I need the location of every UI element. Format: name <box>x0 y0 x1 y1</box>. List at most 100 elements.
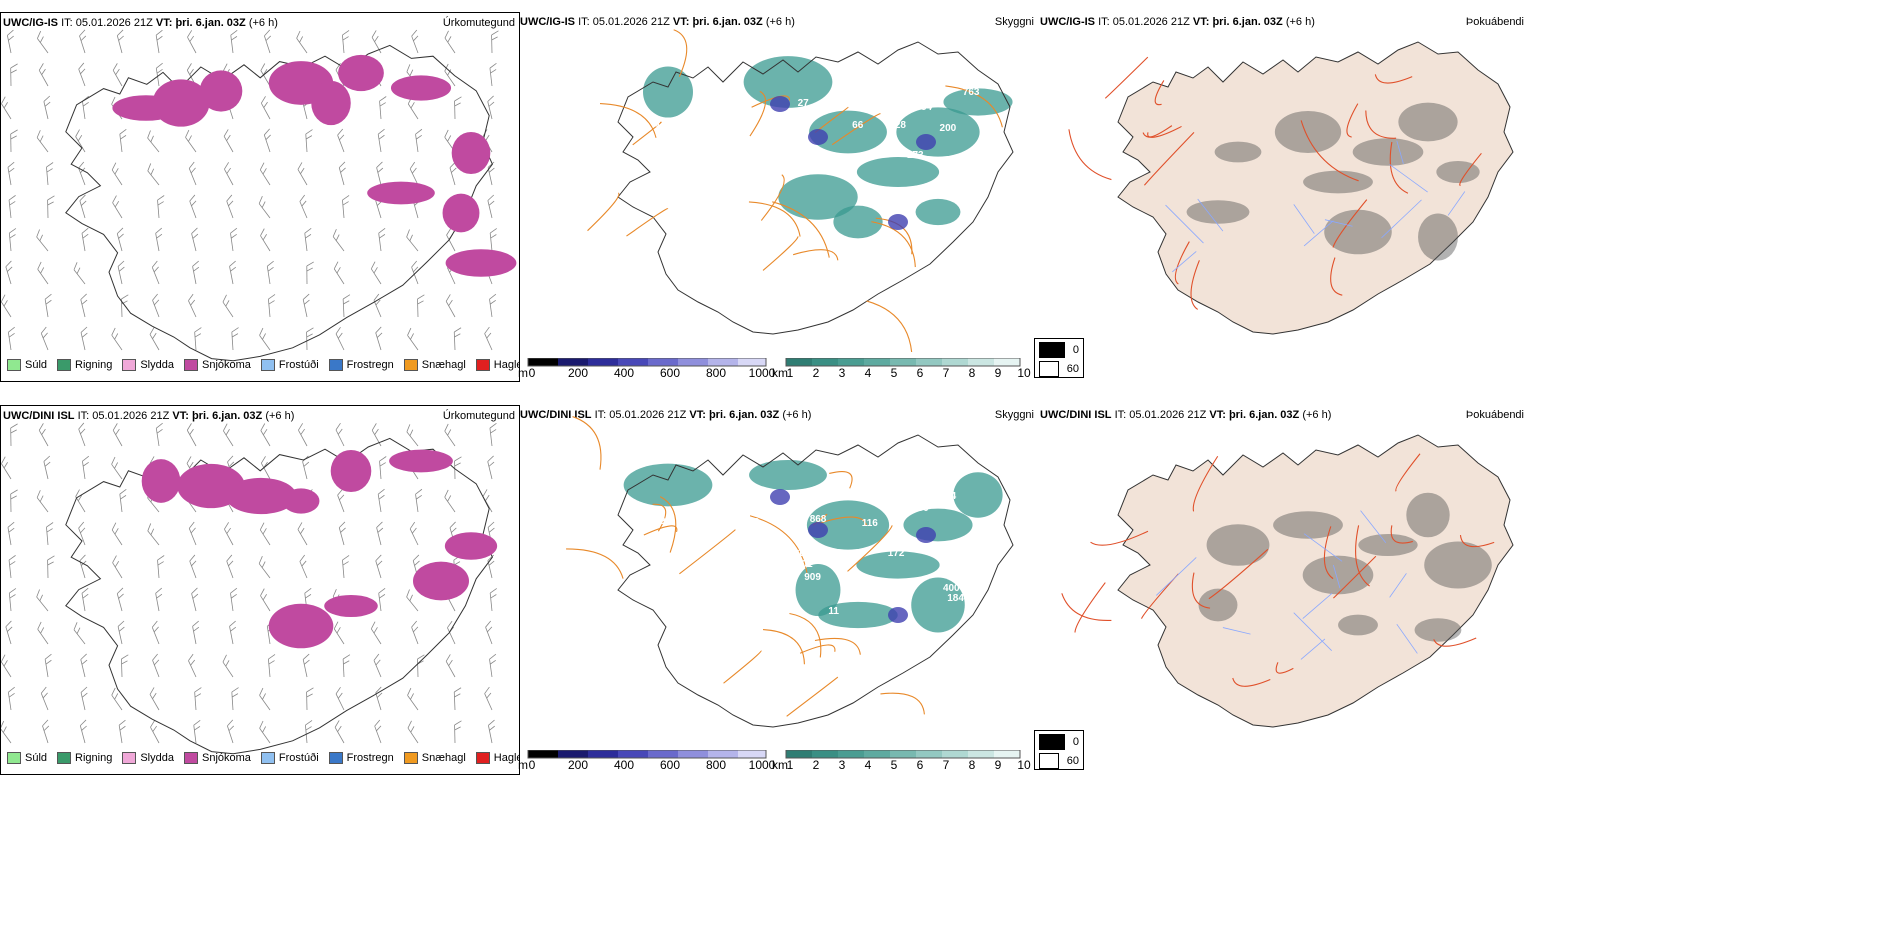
row1-precip-title: UWC/IG-IS IT: 05.01.2026 21Z VT: þri. 6.… <box>3 17 278 29</box>
scale-tick-label: 6 <box>916 366 924 380</box>
scale-tick-label: 600 <box>659 366 681 380</box>
legend-swatch <box>475 359 490 371</box>
legend-label: Snæhagl <box>421 752 466 764</box>
cloud-base-value: 241 <box>874 84 891 96</box>
row2-visibility-scale: km 1 2 3 4 5 6 7 8 9 10 <box>772 748 1034 772</box>
row2-fog-legend: 0 60 <box>1034 730 1084 770</box>
scale-tick-label: 6 <box>916 758 924 772</box>
legend-swatch <box>183 752 198 764</box>
row2-cloud-label: Skyggni <box>994 409 1034 421</box>
legend-swatch <box>7 752 21 764</box>
scale-tick-label: 2 <box>812 366 820 380</box>
cloud-base-value: 796 <box>744 532 761 543</box>
scale-tick-label: 800 <box>705 758 727 772</box>
cloud-base-value: 200 <box>939 123 957 135</box>
scale-tick-label: 400 <box>613 366 635 380</box>
row2-cloud-title: UWC/DINI ISL IT: 05.01.2026 21Z VT: þri.… <box>520 409 812 421</box>
legend-label: Haglél <box>493 752 519 764</box>
legend-label: Súld <box>25 752 48 764</box>
scale-tick-label: 1 <box>786 758 794 772</box>
row1-precip-label: Úrkomutegund <box>442 17 515 29</box>
scale-tick-label: 200 <box>567 366 589 380</box>
cloud-base-value: 66 <box>852 119 864 131</box>
cloud-base-value: 383 <box>889 542 906 554</box>
legend-swatch <box>328 752 343 764</box>
row2-fog-title: UWC/DINI ISL IT: 05.01.2026 21Z VT: þri.… <box>1040 409 1332 421</box>
legend-label: Haglél <box>493 359 519 371</box>
scale-tick-label: 0 <box>528 366 536 380</box>
precip-legend-item: Frostregn <box>328 752 394 764</box>
cloud-base-value: 201 <box>795 558 813 570</box>
legend-swatch <box>328 359 343 371</box>
precip-legend-item: Frostúði <box>260 359 319 371</box>
row1-fog-legend: 0 60 <box>1034 338 1084 378</box>
cloud-base-value: 84 <box>920 101 932 113</box>
row1-cloud-title: UWC/IG-IS IT: 05.01.2026 21Z VT: þri. 6.… <box>520 16 795 28</box>
cloud-base-value: 199 <box>809 555 826 567</box>
legend-label: Frostúði <box>278 359 319 371</box>
scale-tick-label: 7 <box>942 758 950 772</box>
cloud-base-value: 18 <box>797 548 809 560</box>
scale-tick-label: 400 <box>613 758 635 772</box>
legend-swatch <box>57 752 72 764</box>
legend-label: Slydda <box>140 359 174 371</box>
row2-cloudbase-scale: m 0 200 400 600 800 1000 <box>518 748 775 772</box>
precip-legend-item: Haglél <box>475 359 519 371</box>
legend-label: Rigning <box>75 359 113 371</box>
legend-swatch <box>260 752 275 764</box>
scale-tick-label: 800 <box>705 366 727 380</box>
cloud-base-value: 303 <box>742 517 760 529</box>
cloud-base-value: 539 <box>831 556 849 568</box>
scale-tick-label: 10 <box>1017 758 1031 772</box>
legend-label: Frostúði <box>278 752 319 764</box>
row2-fog-label: Þokuábendi <box>1465 409 1524 421</box>
legend-swatch <box>260 359 275 371</box>
scale-tick-label: 1000 <box>748 366 776 380</box>
row1-cloud-map <box>587 29 1014 352</box>
row2-precip-panel: UWC/DINI ISL IT: 05.01.2026 21Z VT: þri.… <box>0 405 520 775</box>
cloud-base-value: 115 <box>804 149 821 161</box>
precip-legend-item: Snjókoma <box>183 359 251 371</box>
cloud-base-value: 102 <box>698 505 715 517</box>
row2-cloud-panel: UWC/DINI ISL IT: 05.01.2026 21Z VT: þri.… <box>518 405 1038 773</box>
cloud-base-value: 173 <box>886 486 904 498</box>
precip-legend-item: Frostregn <box>328 359 394 371</box>
scale-tick-label: 9 <box>994 366 1002 380</box>
cloud-base-value: 184 <box>947 592 964 604</box>
scale-tick-label: 1 <box>786 366 794 380</box>
legend-swatch <box>122 752 137 764</box>
row1-precip-panel: UWC/IG-IS IT: 05.01.2026 21Z VT: þri. 6.… <box>0 12 520 382</box>
cloud-base-value: 645 <box>730 598 748 610</box>
row2-fog-map <box>1061 434 1514 728</box>
cloud-base-value: 868 <box>730 583 748 595</box>
cloud-base-value: 173 <box>906 150 924 161</box>
legend-swatch <box>7 359 21 371</box>
precip-legend-item: Frostúði <box>260 752 319 764</box>
cloud-base-value: 29 <box>654 516 666 528</box>
precip-legend-item: Slydda <box>122 752 174 764</box>
scale-tick-label: 5 <box>890 758 898 772</box>
scale-tick-label: 0 <box>528 758 536 772</box>
scale-tick-label: 4 <box>864 758 872 772</box>
row1-fog-panel: UWC/IG-IS IT: 05.01.2026 21Z VT: þri. 6.… <box>1038 12 1528 380</box>
cloud-base-value: 257 <box>773 595 791 607</box>
row2-precip-legend: Súld Rigning Slydda Snjókoma Frostúði Frostre… <box>7 752 519 764</box>
cloud-base-value: 27 <box>797 98 809 110</box>
cloud-base-value: 228 <box>889 119 906 131</box>
row1-precip-legend: Súld Rigning Slydda Snjókoma Frostúði Frostre… <box>7 359 519 371</box>
row1-cloudbase-scale: m 0 200 400 600 800 1000 <box>518 356 775 380</box>
legend-swatch <box>475 752 490 764</box>
row1-cloud-panel: UWC/IG-IS IT: 05.01.2026 21Z VT: þri. 6.… <box>518 12 1038 380</box>
precip-legend-item: Súld <box>7 752 47 764</box>
row1-visibility-scale: km 1 2 3 4 5 6 7 8 9 10 <box>772 356 1034 380</box>
legend-label: Rigning <box>75 752 113 764</box>
row1-fog-label: Þokuábendi <box>1465 16 1524 28</box>
scale-tick-label: 8 <box>968 758 976 772</box>
legend-swatch <box>403 752 418 764</box>
legend-label: Snjókoma <box>201 752 251 764</box>
cloud-base-value: 763 <box>962 87 980 99</box>
precip-legend-item: Snæhagl <box>403 752 466 764</box>
cloud-base-value: 763 <box>687 225 704 237</box>
precip-legend-item: Snjókoma <box>183 752 251 764</box>
scale-tick-label: 7 <box>942 366 950 380</box>
